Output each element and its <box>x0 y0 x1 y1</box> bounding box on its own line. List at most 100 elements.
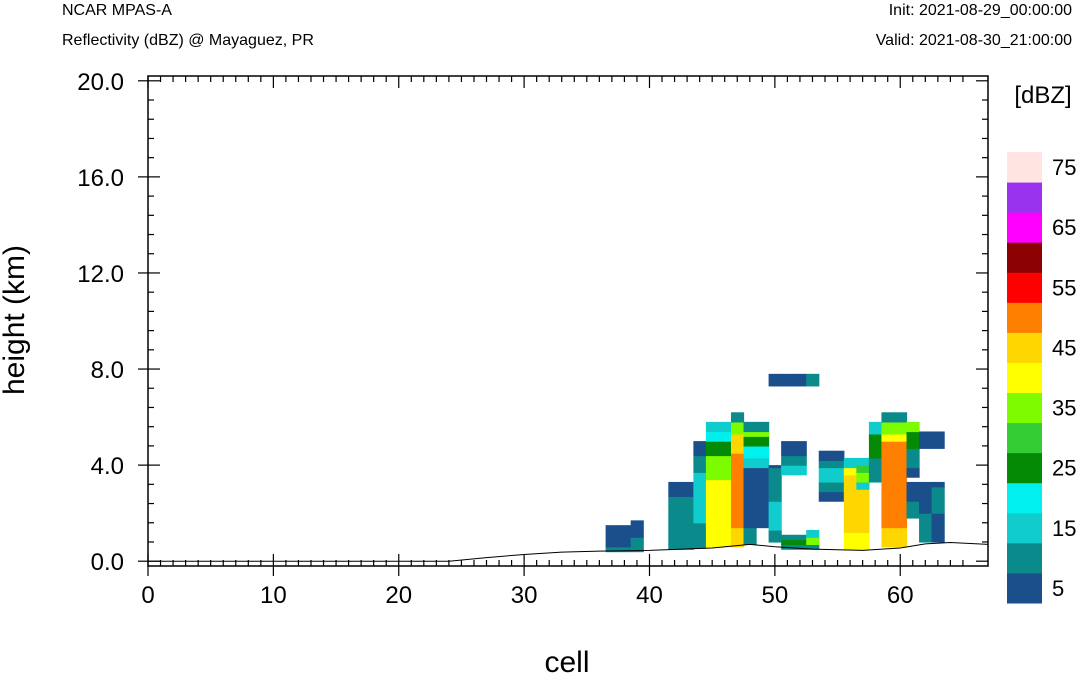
reflectivity-cell <box>718 431 732 442</box>
header-valid: Valid: 2021-08-30_21:00:00 <box>876 32 1072 49</box>
x-axis-title: cell <box>544 646 589 677</box>
colorbar-swatch <box>1007 182 1042 213</box>
reflectivity-cell <box>743 527 757 545</box>
colorbar-swatch <box>1007 332 1042 363</box>
reflectivity-cell <box>705 455 720 481</box>
reflectivity-cell <box>756 421 770 433</box>
x-tick-label: 0 <box>141 582 154 609</box>
reflectivity-cell <box>881 527 895 548</box>
reflectivity-cell <box>881 433 895 442</box>
reflectivity-cell <box>718 421 732 433</box>
reflectivity-cell <box>906 431 920 449</box>
reflectivity-cell <box>806 537 820 545</box>
reflectivity-cell <box>730 433 745 454</box>
colorbar-swatch <box>1007 422 1042 454</box>
header-field: Reflectivity (dBZ) @ Mayaguez, PR <box>62 32 314 49</box>
reflectivity-cell <box>893 412 908 423</box>
header-model: NCAR MPAS-A <box>62 2 172 19</box>
reflectivity-cell <box>781 539 795 545</box>
reflectivity-cell <box>906 481 920 502</box>
reflectivity-cell <box>730 453 745 529</box>
plot-frame <box>147 75 989 567</box>
reflectivity-cell <box>718 479 732 548</box>
header-init: Init: 2021-08-29_00:00:00 <box>889 2 1072 19</box>
reflectivity-cell <box>931 486 945 514</box>
reflectivity-cell <box>756 436 770 447</box>
colorbar-label: 65 <box>1052 215 1076 240</box>
reflectivity-cell <box>743 457 757 469</box>
reflectivity-cell <box>630 537 644 553</box>
reflectivity-cell <box>856 532 870 550</box>
reflectivity-cell <box>919 486 933 514</box>
colorbar <box>1007 152 1042 604</box>
colorbar-label: 15 <box>1052 516 1076 541</box>
reflectivity-cell <box>618 546 632 553</box>
reflectivity-cell <box>680 496 694 550</box>
reflectivity-cell <box>793 455 807 466</box>
reflectivity-cell <box>781 534 795 541</box>
colorbar-swatch <box>1007 242 1042 273</box>
reflectivity-cell <box>931 513 945 543</box>
reflectivity-cell <box>693 441 707 457</box>
reflectivity-cell <box>705 421 720 433</box>
reflectivity-cell <box>919 481 933 488</box>
reflectivity-cell <box>693 472 707 524</box>
reflectivity-cell <box>793 373 807 387</box>
reflectivity-cell <box>818 460 832 469</box>
reflectivity-cell <box>730 527 745 548</box>
reflectivity-cell <box>881 421 895 435</box>
reflectivity-cell <box>605 525 619 548</box>
reflectivity-cell <box>843 474 857 533</box>
reflectivity-cell <box>743 421 757 433</box>
reflectivity-cell <box>906 501 920 519</box>
reflectivity-cells <box>605 373 945 553</box>
colorbar-label: 45 <box>1052 335 1076 360</box>
colorbar-unit: [dBZ] <box>1014 82 1071 109</box>
reflectivity-cell <box>718 441 732 457</box>
terrain-line <box>148 541 989 562</box>
reflectivity-cell <box>893 421 908 435</box>
terrain-line <box>148 541 989 562</box>
reflectivity-cell <box>630 520 644 538</box>
reflectivity-cell <box>818 467 832 483</box>
reflectivity-cell <box>743 467 757 507</box>
reflectivity-cell <box>831 467 845 483</box>
reflectivity-cell <box>618 525 632 548</box>
x-tick-labels: 0 10 20 30 40 50 60 <box>141 582 913 609</box>
reflectivity-cell <box>906 467 920 478</box>
colorbar-labels: 5 15 25 35 45 55 65 75 <box>1052 155 1076 601</box>
reflectivity-cell <box>818 491 832 502</box>
y-axis-title: height (km) <box>0 245 31 395</box>
reflectivity-cell <box>893 527 908 548</box>
reflectivity-cell <box>793 441 807 457</box>
reflectivity-cell <box>781 544 795 550</box>
reflectivity-cell <box>793 544 807 550</box>
reflectivity-cell <box>856 472 870 483</box>
colorbar-swatch <box>1007 152 1042 183</box>
reflectivity-cell <box>806 529 820 538</box>
reflectivity-cell <box>743 431 757 437</box>
x-tick-label: 40 <box>636 582 663 609</box>
y-tick-label: 0.0 <box>91 549 124 576</box>
reflectivity-cell <box>768 501 782 531</box>
y-tick-label: 4.0 <box>91 453 124 480</box>
reflectivity-cell <box>868 433 883 459</box>
y-tick-labels: 0.0 4.0 8.0 12.0 16.0 20.0 <box>77 69 124 576</box>
reflectivity-cell <box>843 457 857 469</box>
reflectivity-cell <box>768 373 782 387</box>
reflectivity-cell <box>831 491 845 502</box>
reflectivity-cell <box>793 539 807 545</box>
reflectivity-cell <box>730 412 745 423</box>
reflectivity-cell <box>893 441 908 529</box>
reflectivity-cell <box>856 465 870 473</box>
reflectivity-cell <box>856 489 870 533</box>
plot-border <box>147 75 989 567</box>
reflectivity-cell <box>718 455 732 481</box>
axis-ticks <box>138 76 988 576</box>
reflectivity-cell <box>743 445 757 459</box>
reflectivity-cell <box>768 477 782 502</box>
reflectivity-cell <box>831 481 845 493</box>
reflectivity-cell <box>605 546 619 553</box>
reflectivity-cell <box>756 431 770 437</box>
